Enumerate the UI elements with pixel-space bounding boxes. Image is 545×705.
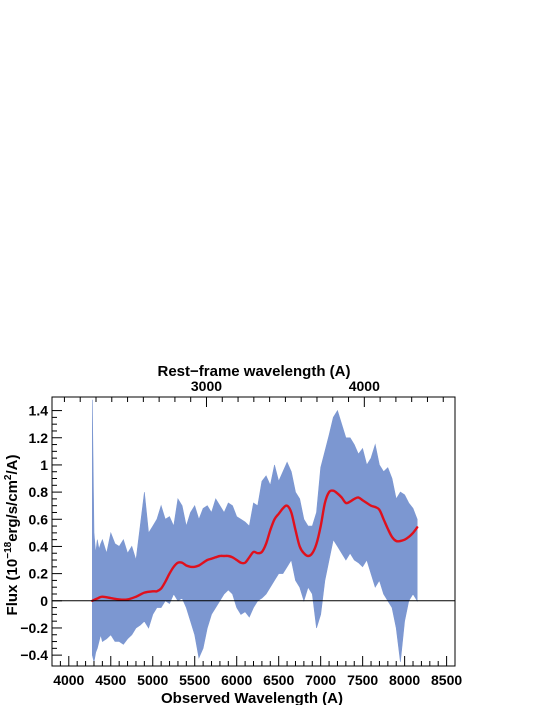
y-tick-label: 0.2 bbox=[29, 566, 49, 582]
y-axis-title-post: /A) bbox=[4, 455, 21, 475]
y-axis-title-mid: erg/s/cm bbox=[4, 480, 21, 542]
y-tick-label: 0.6 bbox=[29, 511, 49, 527]
y-tick-label: 1 bbox=[40, 457, 48, 473]
x-tick-label: 7000 bbox=[305, 672, 336, 688]
top-axis-title: Rest−frame wavelength (A) bbox=[158, 363, 351, 380]
y-tick-label: −0.4 bbox=[20, 647, 48, 663]
x-tick-label: 5000 bbox=[137, 672, 168, 688]
y-tick-label: 1.4 bbox=[29, 403, 49, 419]
x-axis-title: Observed Wavelength (A) bbox=[161, 690, 343, 705]
y-axis-title-exp2: 2 bbox=[3, 474, 14, 480]
top-tick-label: 3000 bbox=[191, 378, 222, 394]
x-tick-label: 8000 bbox=[389, 672, 420, 688]
x-tick-label: 6000 bbox=[221, 672, 252, 688]
y-axis-title: Flux (10−18erg/s/cm2/A) bbox=[3, 455, 21, 616]
x-tick-label: 6500 bbox=[263, 672, 294, 688]
top-tick-label: 4000 bbox=[349, 378, 380, 394]
y-tick-label: −0.2 bbox=[20, 620, 48, 636]
smoothed-flux-line bbox=[91, 489, 419, 602]
y-tick-label: 0.8 bbox=[29, 484, 49, 500]
flux-noise-band bbox=[92, 399, 418, 662]
y-axis-title-pre: Flux (10 bbox=[4, 559, 21, 616]
plot-frame bbox=[51, 396, 456, 667]
y-axis-title-exp1: −18 bbox=[3, 541, 14, 558]
y-tick-label: 0.4 bbox=[29, 538, 49, 554]
x-tick-label: 4500 bbox=[95, 672, 126, 688]
x-tick-label: 7500 bbox=[347, 672, 378, 688]
x-tick-label: 4000 bbox=[53, 672, 84, 688]
axis-ticks: 4000 4500 5000 5500 6000 6500 7000 7500 8000 8500… bbox=[20, 378, 462, 688]
smoothed-flux-series bbox=[91, 489, 419, 602]
y-tick-label: 1.2 bbox=[29, 430, 49, 446]
y-tick-label: 0 bbox=[40, 593, 48, 609]
x-tick-label: 5500 bbox=[179, 672, 210, 688]
flux-noise-band-series bbox=[92, 399, 418, 662]
x-tick-label: 8500 bbox=[431, 672, 462, 688]
